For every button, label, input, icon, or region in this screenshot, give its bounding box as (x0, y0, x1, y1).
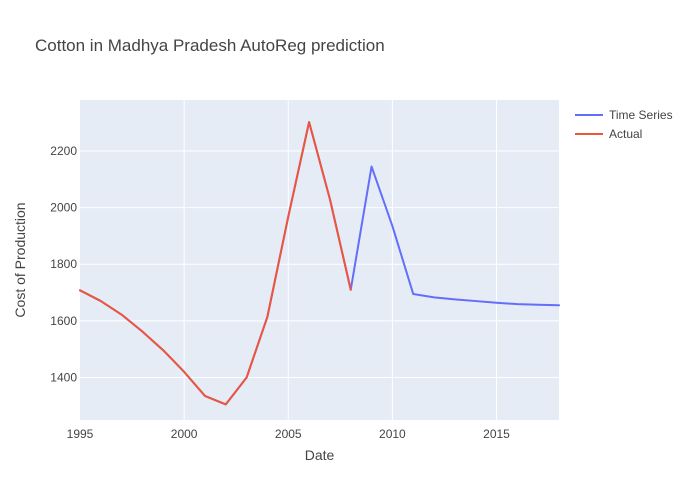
y-tick-label: 1800 (50, 257, 77, 271)
legend-label: Time Series (609, 108, 673, 122)
legend[interactable]: Time Series Actual (575, 108, 673, 141)
y-axis-title: Cost of Production (12, 202, 28, 317)
x-axis-title: Date (305, 447, 335, 463)
legend-item[interactable]: Actual (575, 127, 642, 141)
legend-item[interactable]: Time Series (575, 108, 673, 122)
x-gridlines (183, 100, 498, 420)
x-tick-label: 2015 (483, 427, 510, 441)
y-gridlines (80, 150, 559, 379)
x-tick-labels: 1995 2000 2005 2010 2015 (67, 427, 511, 441)
series-lines (79, 121, 560, 406)
x-tick-label: 1995 (67, 427, 94, 441)
chart-title: Cotton in Madhya Pradesh AutoReg predict… (35, 36, 385, 55)
plot-area (80, 100, 559, 420)
x-tick-label: 2000 (171, 427, 198, 441)
y-tick-labels: 1400 1600 1800 2000 2200 (50, 144, 77, 385)
x-tick-label: 2005 (275, 427, 302, 441)
series-line-actual (79, 121, 352, 406)
y-tick-label: 1600 (50, 314, 77, 328)
y-tick-label: 1400 (50, 371, 77, 385)
y-tick-label: 2200 (50, 144, 77, 158)
y-tick-label: 2000 (50, 201, 77, 215)
legend-label: Actual (609, 127, 642, 141)
x-tick-label: 2010 (379, 427, 406, 441)
